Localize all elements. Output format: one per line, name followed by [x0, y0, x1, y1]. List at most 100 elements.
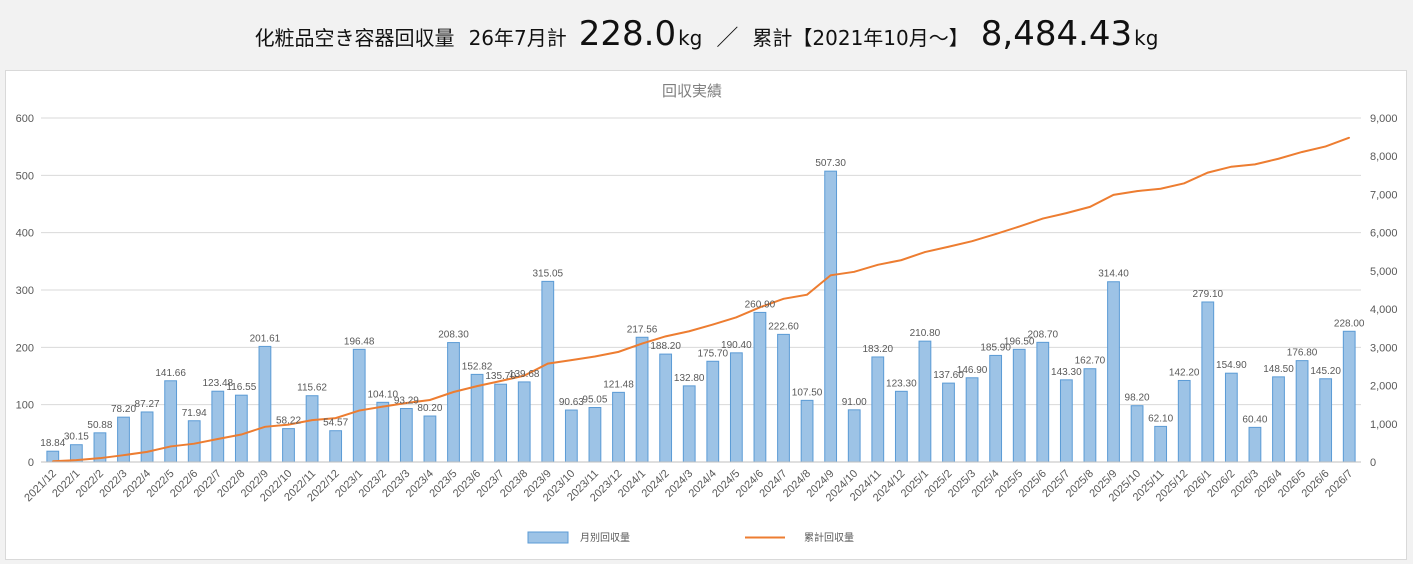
bar-data-label: 145.20 [1310, 366, 1341, 377]
bar-data-label: 121.48 [603, 379, 634, 390]
header-total-value: 8,484.43 [980, 14, 1133, 54]
bar-data-label: 60.40 [1242, 414, 1267, 425]
line-point [1089, 206, 1091, 208]
line-point [617, 351, 620, 353]
legend-line-label: 累計回収量 [804, 531, 854, 544]
bar-data-label: 90.63 [559, 397, 584, 408]
header-month-label: 26年7月計 [468, 26, 567, 50]
bar [282, 428, 295, 463]
bar [234, 394, 248, 463]
bar [1224, 372, 1238, 463]
bar-data-label: 141.66 [155, 368, 186, 379]
bar-data-label: 315.05 [532, 268, 563, 279]
bar-data-label: 162.70 [1075, 356, 1106, 367]
header: 化粧品空き容器回収量 26年7月計 228.0 kg ／累計【2021年10月～】 8,4… [0, 0, 1413, 70]
bar-data-label: 314.40 [1098, 269, 1129, 280]
chart-container: 回収実績 18.84 30.15 50.88 78.20 87.27 141.66 71.9… [5, 70, 1407, 560]
legend-bar-label: 月別回収量 [580, 532, 630, 544]
line-point [1159, 187, 1162, 190]
line-point [1041, 217, 1044, 220]
line-point [1136, 190, 1138, 192]
line-point [287, 423, 290, 426]
line-point [829, 274, 832, 277]
line-point [924, 251, 926, 253]
line-point [193, 442, 196, 445]
bar-data-label: 185.90 [980, 342, 1011, 353]
bar-data-label: 208.70 [1027, 329, 1058, 340]
bar [187, 420, 201, 463]
bar-series [46, 170, 1356, 463]
bar-data-label: 87.27 [135, 399, 160, 410]
line-point [1018, 225, 1021, 228]
line-point [1206, 171, 1209, 174]
bar-data-label: 222.60 [768, 321, 799, 332]
line-point [735, 316, 738, 319]
bar [1272, 376, 1285, 463]
bar [164, 380, 178, 463]
header-separator: ／ [716, 26, 739, 51]
y-left-tick-label: 400 [16, 228, 34, 240]
line-point [759, 306, 761, 309]
bar-data-label: 183.20 [862, 344, 893, 355]
bar-data-label: 175.70 [697, 348, 728, 359]
bar [517, 381, 531, 463]
line-point [240, 433, 243, 436]
bar [777, 333, 790, 463]
line-point [429, 399, 431, 401]
bar-data-label: 80.20 [417, 403, 442, 414]
line-point [876, 264, 879, 266]
line-point [523, 374, 526, 377]
bar-data-label: 115.62 [297, 383, 327, 394]
bar-data-label: 188.20 [650, 341, 681, 352]
bar [1036, 341, 1050, 463]
bar [1012, 348, 1026, 463]
y-right-tick-label: 3,000 [1370, 342, 1398, 354]
bar-data-label: 196.48 [344, 336, 375, 347]
bar [989, 354, 1003, 463]
bar-data-label: 135.70 [485, 371, 516, 382]
line-point [1254, 163, 1256, 166]
bar-data-label: 228.00 [1334, 318, 1365, 329]
line-point [971, 240, 973, 242]
bar [894, 390, 908, 463]
line-point [546, 362, 549, 365]
line-point [311, 419, 313, 421]
bar-data-label: 142.20 [1169, 367, 1200, 378]
bar [1319, 378, 1333, 463]
bar-data-label: 123.30 [886, 378, 917, 389]
y-right-tick-label: 6,000 [1370, 228, 1398, 240]
bar [423, 415, 437, 463]
line-point [146, 451, 148, 453]
bar-data-label: 143.30 [1051, 367, 1082, 378]
y-left-tick-label: 0 [28, 457, 34, 469]
bar-data-label: 201.61 [250, 333, 281, 344]
bar [399, 408, 413, 463]
bar [305, 395, 319, 463]
bar [824, 170, 838, 463]
bar [352, 348, 366, 463]
bar [847, 409, 861, 463]
bar [1201, 301, 1215, 463]
bar-data-label: 152.82 [462, 361, 493, 372]
line-point [405, 402, 408, 404]
bar [1154, 425, 1168, 463]
bar [1342, 330, 1356, 463]
bar [706, 360, 720, 463]
y-right-tick-label: 9,000 [1370, 113, 1398, 125]
x-tick-label: 2021/12 [22, 468, 59, 505]
bar [140, 411, 154, 463]
line-point [806, 293, 808, 296]
bar-data-label: 154.90 [1216, 360, 1247, 371]
bar-data-label: 50.88 [87, 420, 112, 431]
line-point [499, 380, 502, 382]
line-point [75, 459, 78, 461]
bar-data-label: 30.15 [64, 432, 89, 443]
bar-data-label: 98.20 [1125, 393, 1150, 404]
y-right-tick-label: 8,000 [1370, 151, 1398, 163]
bar [258, 345, 272, 463]
bar [1107, 281, 1120, 463]
y-right-tick-label: 2,000 [1370, 381, 1398, 393]
bar-data-label: 139.68 [509, 369, 540, 380]
y-right-tick-label: 7,000 [1370, 189, 1398, 201]
